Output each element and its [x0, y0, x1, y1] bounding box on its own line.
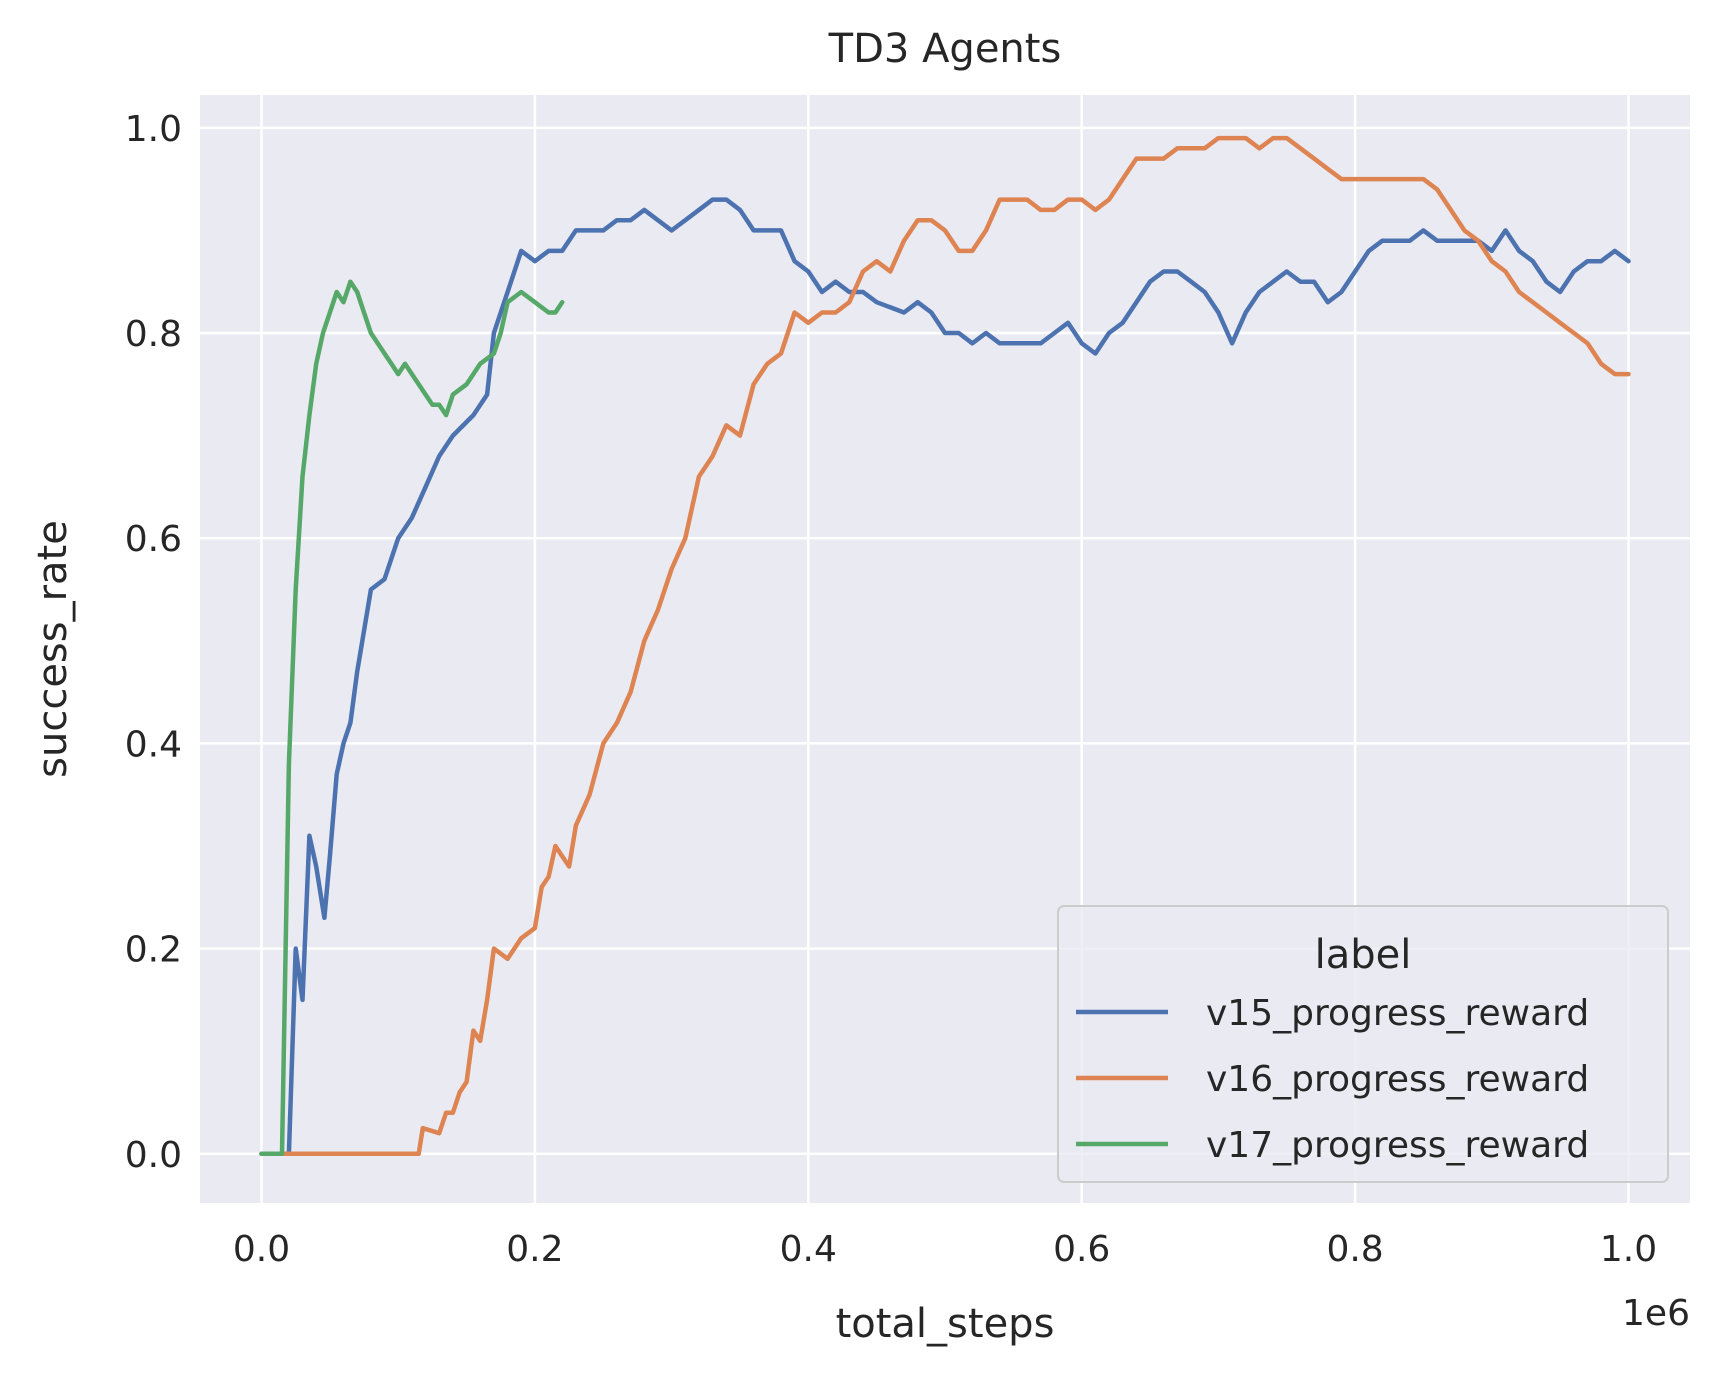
x-axis-offset-label: 1e6 — [1622, 1293, 1690, 1334]
legend-label: v15_progress_reward — [1206, 993, 1589, 1034]
legend: label v15_progress_reward v16_progress_re… — [1057, 905, 1669, 1183]
y-tick-label: 0.2 — [125, 930, 182, 971]
y-tick-label: 1.0 — [125, 109, 182, 150]
chart-title: TD3 Agents — [828, 26, 1062, 72]
legend-box — [1057, 905, 1669, 1183]
y-axis-label: success_rate — [30, 520, 76, 778]
legend-label: v17_progress_reward — [1206, 1125, 1589, 1166]
legend-items: v15_progress_reward v16_progress_reward v1… — [1076, 993, 1589, 1166]
series-line-v15_progress_reward — [259, 197, 1631, 1157]
x-tick-label: 0.0 — [233, 1229, 290, 1270]
x-tick-label: 0.4 — [780, 1229, 837, 1270]
series-line-v17_progress_reward — [259, 279, 565, 1157]
x-tick-label: 0.8 — [1326, 1229, 1383, 1270]
series-line-v16_progress_reward — [259, 135, 1631, 1157]
tick-labels: 0.0 0.2 0.4 0.6 0.8 1.0 0.0 0.2 0.4 0.6 0.8 1.0 — [125, 109, 1657, 1270]
series-layer — [259, 135, 1631, 1157]
x-axis-label: total_steps — [836, 1301, 1055, 1347]
y-tick-label: 0.0 — [125, 1135, 182, 1176]
legend-label: v16_progress_reward — [1206, 1059, 1589, 1100]
x-tick-label: 0.2 — [506, 1229, 563, 1270]
x-tick-label: 0.6 — [1053, 1229, 1110, 1270]
y-tick-label: 0.6 — [125, 519, 182, 560]
y-tick-label: 0.4 — [125, 724, 182, 765]
x-tick-label: 1.0 — [1600, 1229, 1657, 1270]
y-tick-label: 0.8 — [125, 314, 182, 355]
legend-title: label — [1315, 932, 1412, 978]
